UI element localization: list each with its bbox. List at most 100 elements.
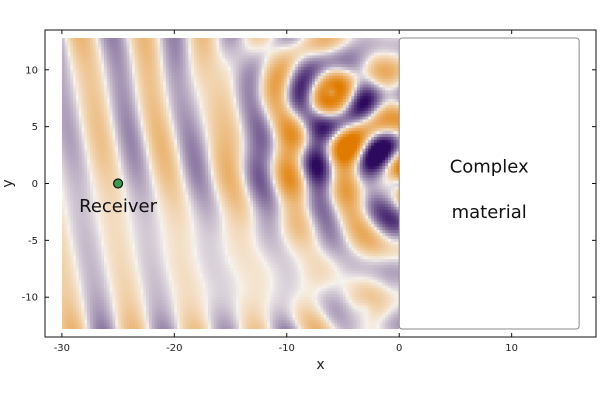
heatmap-cell — [165, 241, 170, 246]
heatmap-cell — [140, 317, 144, 321]
heatmap-cell — [182, 297, 187, 301]
heatmap-cell — [81, 265, 85, 269]
heatmap-cell — [64, 235, 69, 240]
heatmap-cell — [143, 174, 147, 179]
heatmap-cell — [143, 49, 147, 54]
heatmap-cell — [95, 256, 100, 260]
heatmap-cell — [168, 308, 173, 313]
heatmap-cell — [157, 244, 161, 249]
heatmap-cell — [160, 291, 164, 295]
heatmap-cell — [191, 195, 195, 199]
heatmap-cell — [168, 81, 173, 86]
heatmap-cell — [106, 145, 111, 150]
heatmap-cell — [185, 297, 189, 301]
heatmap-cell — [95, 55, 100, 59]
heatmap-cell — [126, 49, 130, 54]
heatmap-cell — [126, 174, 130, 179]
heatmap-cell — [61, 142, 66, 147]
heatmap-cell — [95, 52, 100, 57]
heatmap-cell — [89, 259, 94, 263]
heatmap-cell — [120, 285, 125, 289]
heatmap-cell — [118, 198, 122, 202]
heatmap-cell — [64, 302, 69, 307]
heatmap-cell — [101, 221, 105, 225]
heatmap-cell — [177, 299, 181, 304]
heatmap-cell — [165, 250, 170, 254]
heatmap-cell — [84, 163, 88, 167]
heatmap-cell — [146, 320, 150, 324]
heatmap-cell — [126, 259, 130, 263]
heatmap-cell — [157, 84, 161, 89]
heatmap-cell — [137, 320, 142, 324]
heatmap-cell — [92, 189, 97, 193]
heatmap-cell — [149, 171, 153, 176]
heatmap-cell — [179, 183, 184, 188]
heatmap-cell — [95, 78, 100, 83]
heatmap-cell — [123, 58, 128, 62]
heatmap-cell — [89, 84, 94, 89]
heatmap-cell — [70, 285, 74, 289]
heatmap-cell — [165, 218, 170, 222]
heatmap-cell — [118, 46, 122, 51]
heatmap-cell — [87, 189, 91, 193]
heatmap-cell — [177, 244, 181, 249]
heatmap-cell — [104, 302, 108, 307]
heatmap-cell — [157, 256, 161, 260]
heatmap-cell — [104, 43, 108, 48]
heatmap-cell — [137, 119, 142, 123]
heatmap-cell — [109, 276, 114, 281]
heatmap-cell — [165, 128, 170, 132]
heatmap-cell — [149, 250, 153, 254]
heatmap-cell — [151, 238, 156, 243]
heatmap-cell — [196, 192, 201, 196]
heatmap-cell — [171, 55, 175, 59]
heatmap-cell — [134, 288, 139, 292]
heatmap-cell — [120, 259, 125, 263]
heatmap-cell — [163, 299, 167, 304]
heatmap-cell — [78, 244, 83, 249]
heatmap-cell — [64, 84, 69, 89]
heatmap-cell — [151, 166, 156, 170]
heatmap-cell — [174, 282, 178, 286]
heatmap-cell — [84, 37, 88, 42]
heatmap-cell — [67, 110, 71, 115]
heatmap-cell — [101, 273, 105, 278]
heatmap-cell — [81, 49, 85, 54]
heatmap-cell — [98, 232, 102, 237]
heatmap-cell — [92, 235, 97, 240]
heatmap-cell — [163, 206, 167, 211]
heatmap-cell — [92, 256, 97, 260]
heatmap-cell — [92, 40, 97, 45]
heatmap-cell — [120, 189, 125, 193]
heatmap-cell — [75, 84, 80, 89]
heatmap-cell — [70, 265, 74, 269]
heatmap-cell — [98, 58, 102, 62]
heatmap-cell — [199, 166, 204, 170]
heatmap-cell — [174, 46, 178, 51]
heatmap-cell — [193, 102, 198, 106]
heatmap-cell — [199, 49, 204, 54]
heatmap-cell — [115, 52, 119, 57]
heatmap-cell — [89, 323, 94, 327]
heatmap-cell — [104, 186, 108, 190]
heatmap-cell — [177, 116, 181, 121]
heatmap-cell — [84, 215, 88, 220]
heatmap-cell — [126, 171, 130, 176]
heatmap-cell — [101, 52, 105, 57]
heatmap-cell — [146, 168, 150, 173]
heatmap-cell — [89, 305, 94, 310]
heatmap-cell — [168, 168, 173, 173]
heatmap-cell — [112, 241, 116, 246]
heatmap-cell — [160, 55, 164, 59]
heatmap-cell — [67, 81, 71, 86]
heatmap-cell — [157, 55, 161, 59]
heatmap-cell — [87, 180, 91, 185]
heatmap-cell — [182, 116, 187, 121]
heatmap-cell — [193, 232, 198, 237]
heatmap-cell — [163, 139, 167, 144]
heatmap-cell — [101, 43, 105, 48]
heatmap-cell — [109, 139, 114, 144]
heatmap-cell — [160, 81, 164, 86]
heatmap-cell — [146, 180, 150, 185]
heatmap-cell — [163, 160, 167, 164]
